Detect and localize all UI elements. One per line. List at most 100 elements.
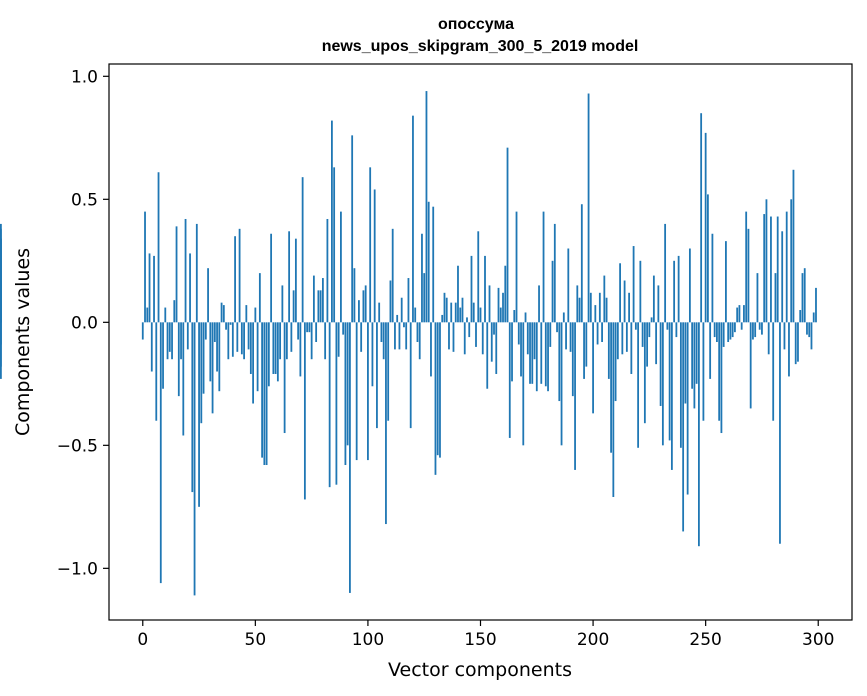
- bar: [425, 91, 428, 323]
- bar: [657, 285, 660, 323]
- bar: [220, 302, 223, 323]
- bar: [639, 260, 642, 323]
- bar: [376, 322, 378, 429]
- bar: [547, 322, 549, 392]
- bar: [540, 322, 543, 384]
- bar: [659, 322, 662, 406]
- x-tick-label: 250: [689, 630, 721, 650]
- bar: [767, 322, 770, 355]
- bar: [312, 275, 315, 323]
- bar: [391, 228, 394, 323]
- bar: [495, 322, 498, 374]
- bar: [326, 218, 329, 323]
- bar: [716, 322, 718, 342]
- bar: [288, 231, 291, 323]
- bar: [274, 322, 277, 374]
- y-tick-label: −0.5: [57, 436, 98, 456]
- bar: [324, 322, 327, 360]
- bar: [734, 322, 736, 333]
- bar: [524, 312, 527, 323]
- bar: [218, 322, 221, 392]
- bar: [385, 322, 387, 525]
- bar: [790, 199, 793, 323]
- bar: [195, 223, 198, 323]
- bar: [144, 211, 146, 323]
- bar: [279, 322, 282, 360]
- bar: [763, 214, 766, 323]
- bar: [490, 322, 493, 362]
- bar: [283, 322, 286, 434]
- bar: [488, 285, 491, 323]
- bar: [434, 322, 437, 475]
- bar: [522, 322, 525, 446]
- bar: [267, 322, 270, 387]
- bar: [409, 322, 412, 429]
- bar: [292, 290, 295, 323]
- bar: [0, 319, 2, 323]
- bar: [272, 322, 275, 374]
- bar: [247, 322, 250, 350]
- bar: [256, 322, 259, 392]
- bar: [466, 317, 468, 323]
- bar: [317, 290, 320, 323]
- bar: [162, 322, 164, 389]
- bar: [788, 322, 790, 377]
- bar: [513, 310, 516, 323]
- bar: [333, 167, 336, 323]
- bar: [285, 322, 288, 360]
- bar: [209, 322, 212, 382]
- bar: [628, 292, 630, 323]
- bar: [290, 322, 293, 352]
- bar: [373, 189, 376, 323]
- bar: [578, 297, 581, 323]
- y-axis-label: Components values: [12, 248, 34, 436]
- bar: [779, 322, 781, 544]
- bar: [812, 312, 815, 323]
- bar: [245, 305, 248, 323]
- bar: [445, 297, 448, 323]
- bar: [378, 302, 381, 323]
- bar: [668, 322, 671, 441]
- bar: [240, 322, 243, 355]
- bar: [544, 322, 547, 387]
- bar: [806, 322, 808, 335]
- bar: [679, 322, 682, 448]
- bar: [439, 322, 441, 458]
- bar: [520, 322, 522, 377]
- bar: [801, 273, 804, 323]
- bar: [549, 322, 552, 347]
- bar: [261, 322, 263, 458]
- bar: [729, 322, 732, 340]
- bar: [758, 322, 761, 330]
- bar: [497, 287, 500, 323]
- bar: [754, 322, 757, 338]
- bar: [666, 322, 669, 330]
- bar: [461, 297, 464, 323]
- bar: [186, 322, 189, 350]
- bar: [502, 292, 504, 323]
- bar: [596, 322, 599, 345]
- bar: [400, 297, 403, 323]
- bar: [173, 300, 176, 323]
- bar: [180, 322, 182, 360]
- bar: [569, 322, 572, 352]
- bar: [189, 253, 191, 323]
- bar: [396, 314, 399, 323]
- bar: [736, 307, 739, 323]
- bar: [321, 278, 324, 323]
- bar: [146, 307, 149, 323]
- bar: [294, 238, 297, 323]
- bar: [713, 322, 716, 338]
- plot-frame: [108, 63, 853, 621]
- bar: [281, 285, 284, 323]
- bar: [470, 255, 473, 323]
- bar: [587, 93, 590, 323]
- bar: [184, 218, 187, 323]
- bar: [504, 265, 507, 323]
- bar: [698, 322, 700, 547]
- bar: [794, 322, 797, 365]
- bar: [238, 228, 241, 323]
- bar: [213, 322, 216, 342]
- bar: [150, 322, 153, 372]
